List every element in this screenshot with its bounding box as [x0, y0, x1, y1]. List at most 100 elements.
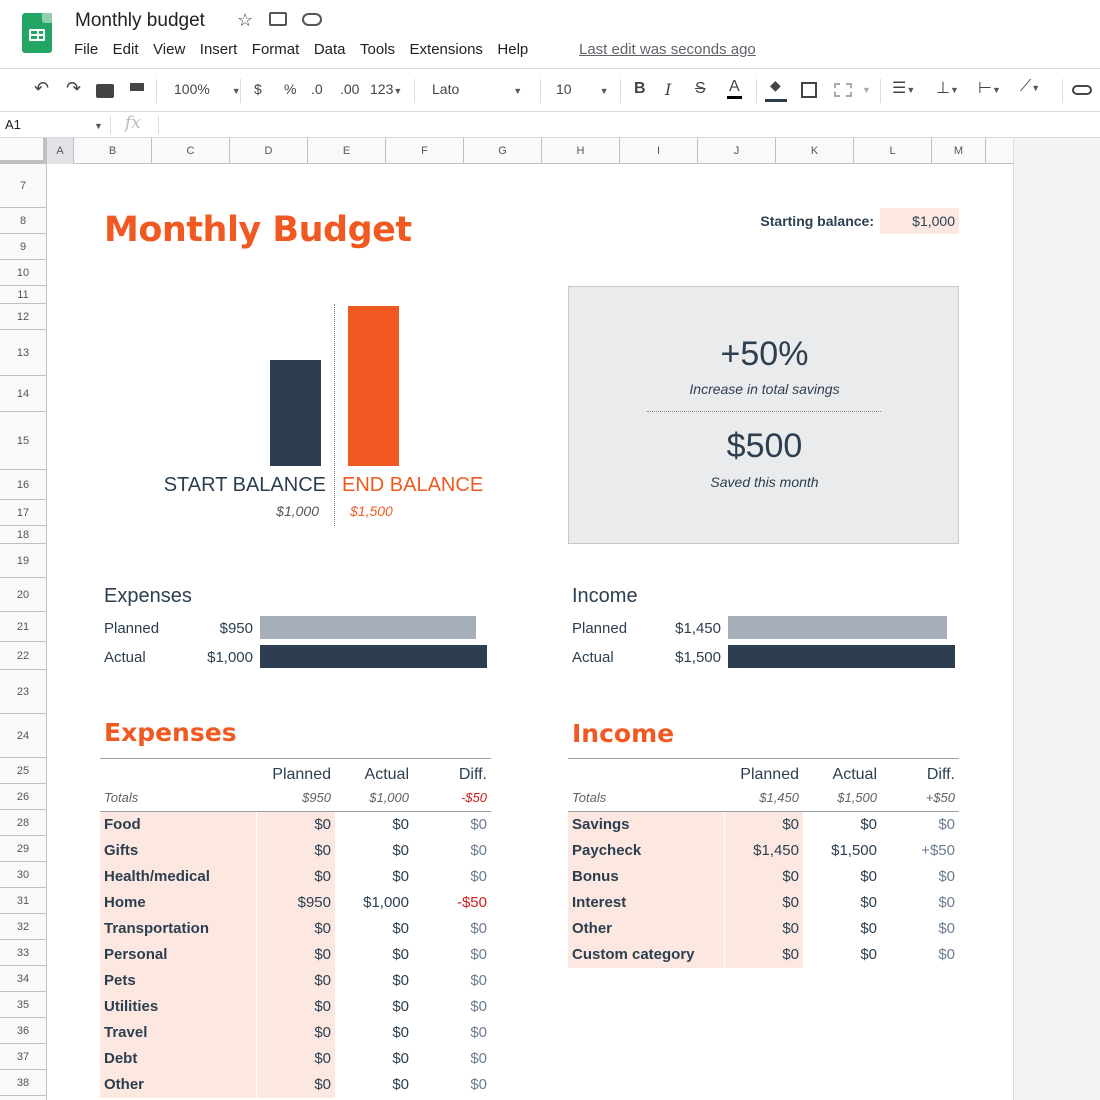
row-header-28[interactable]: 28: [0, 810, 46, 836]
redo-icon[interactable]: ↷: [66, 78, 82, 98]
income-category-cell[interactable]: Interest: [568, 890, 725, 916]
merge-cells-icon[interactable]: [834, 83, 852, 97]
expense-category-cell[interactable]: Home: [100, 890, 257, 916]
expense-diff-cell[interactable]: $0: [470, 868, 487, 885]
menu-item-format[interactable]: Format: [251, 41, 300, 58]
expense-category-cell[interactable]: Gifts: [100, 838, 257, 864]
row-header-13[interactable]: 13: [0, 330, 46, 376]
row-header-9[interactable]: 9: [0, 234, 46, 260]
expense-category-cell[interactable]: Debt: [100, 1046, 257, 1072]
column-header-g[interactable]: G: [464, 138, 542, 164]
income-diff-cell[interactable]: $0: [938, 946, 955, 963]
row-header-11[interactable]: 11: [0, 286, 46, 304]
income-diff-cell[interactable]: $0: [938, 920, 955, 937]
income-category-cell[interactable]: Savings: [568, 812, 725, 838]
row-header-19[interactable]: 19: [0, 544, 46, 578]
row-header-21[interactable]: 21: [0, 612, 46, 642]
row-header-7[interactable]: 7: [0, 164, 46, 208]
column-header-c[interactable]: C: [152, 138, 230, 164]
row-header-17[interactable]: 17: [0, 500, 46, 526]
row-header-20[interactable]: 20: [0, 578, 46, 612]
row-header-16[interactable]: 16: [0, 470, 46, 500]
column-header-j[interactable]: J: [698, 138, 776, 164]
column-header-i[interactable]: I: [620, 138, 698, 164]
row-header-12[interactable]: 12: [0, 304, 46, 330]
expense-diff-cell[interactable]: $0: [470, 972, 487, 989]
income-planned-cell[interactable]: $0: [725, 890, 803, 916]
expense-planned-cell[interactable]: $950: [257, 890, 335, 916]
strikethrough-button[interactable]: S: [695, 80, 706, 97]
last-edit-link[interactable]: Last edit was seconds ago: [579, 41, 756, 58]
income-actual-cell[interactable]: $0: [860, 946, 877, 963]
column-header-k[interactable]: K: [776, 138, 854, 164]
income-planned-cell[interactable]: $0: [725, 916, 803, 942]
expense-planned-cell[interactable]: $0: [257, 864, 335, 890]
column-header-e[interactable]: E: [308, 138, 386, 164]
income-category-cell[interactable]: Other: [568, 916, 725, 942]
expense-diff-cell[interactable]: $0: [470, 842, 487, 859]
font-select[interactable]: Lato ▼: [432, 81, 522, 97]
income-diff-cell[interactable]: $0: [938, 894, 955, 911]
text-color-button[interactable]: A: [727, 78, 742, 99]
row-header-15[interactable]: 15: [0, 412, 46, 470]
row-header-24[interactable]: 24: [0, 714, 46, 758]
expense-diff-cell[interactable]: $0: [470, 1024, 487, 1041]
cloud-status-icon[interactable]: [302, 13, 322, 26]
expense-actual-cell[interactable]: $0: [392, 1076, 409, 1093]
expense-category-cell[interactable]: Other: [100, 1072, 257, 1098]
text-wrap-icon[interactable]: ⊢▼: [978, 80, 1001, 97]
income-planned-cell[interactable]: $0: [725, 864, 803, 890]
income-category-cell[interactable]: Paycheck: [568, 838, 725, 864]
menu-item-help[interactable]: Help: [497, 41, 529, 58]
income-actual-cell[interactable]: $0: [860, 816, 877, 833]
income-category-cell[interactable]: Bonus: [568, 864, 725, 890]
column-header-d[interactable]: D: [230, 138, 308, 164]
row-header-22[interactable]: 22: [0, 642, 46, 670]
more-formats-button[interactable]: 123▼: [370, 81, 402, 97]
expense-planned-cell[interactable]: $0: [257, 968, 335, 994]
expense-diff-cell[interactable]: $0: [470, 816, 487, 833]
row-header-32[interactable]: 32: [0, 914, 46, 940]
expense-actual-cell[interactable]: $0: [392, 972, 409, 989]
income-actual-cell[interactable]: $0: [860, 894, 877, 911]
expense-actual-cell[interactable]: $0: [392, 998, 409, 1015]
expense-planned-cell[interactable]: $0: [257, 942, 335, 968]
expense-actual-cell[interactable]: $0: [392, 816, 409, 833]
row-header-25[interactable]: 25: [0, 758, 46, 784]
sheets-logo-icon[interactable]: [22, 13, 52, 53]
decrease-decimal-button[interactable]: .0: [311, 81, 323, 97]
expense-planned-cell[interactable]: $0: [257, 1046, 335, 1072]
expense-diff-cell[interactable]: $0: [470, 946, 487, 963]
income-planned-cell[interactable]: $0: [725, 812, 803, 838]
income-actual-cell[interactable]: $0: [860, 868, 877, 885]
bold-button[interactable]: B: [634, 80, 646, 97]
row-header-8[interactable]: 8: [0, 208, 46, 234]
expense-diff-cell[interactable]: $0: [470, 1076, 487, 1093]
income-planned-cell[interactable]: $1,450: [725, 838, 803, 864]
expense-diff-cell[interactable]: $0: [470, 998, 487, 1015]
row-header-14[interactable]: 14: [0, 376, 46, 412]
income-diff-cell[interactable]: $0: [938, 868, 955, 885]
expense-diff-cell[interactable]: $0: [470, 1050, 487, 1067]
text-rotate-icon[interactable]: ⟋▼: [1020, 78, 1041, 95]
menu-item-extensions[interactable]: Extensions: [409, 41, 483, 58]
expense-actual-cell[interactable]: $0: [392, 1050, 409, 1067]
column-header-a[interactable]: A: [47, 138, 74, 164]
expense-category-cell[interactable]: Health/medical: [100, 864, 257, 890]
menu-item-edit[interactable]: Edit: [112, 41, 139, 58]
row-header-29[interactable]: 29: [0, 836, 46, 862]
expense-planned-cell[interactable]: $0: [257, 812, 335, 838]
vertical-align-icon[interactable]: ⊥▼: [936, 80, 959, 97]
menu-item-insert[interactable]: Insert: [199, 41, 238, 58]
row-header-30[interactable]: 30: [0, 862, 46, 888]
percent-button[interactable]: %: [284, 81, 297, 97]
expense-actual-cell[interactable]: $0: [392, 842, 409, 859]
row-header-18[interactable]: 18: [0, 526, 46, 544]
income-actual-cell[interactable]: $0: [860, 920, 877, 937]
column-header-f[interactable]: F: [386, 138, 464, 164]
income-category-cell[interactable]: Custom category: [568, 942, 725, 968]
expense-planned-cell[interactable]: $0: [257, 1072, 335, 1098]
expense-planned-cell[interactable]: $0: [257, 1020, 335, 1046]
column-header-b[interactable]: B: [74, 138, 152, 164]
income-diff-cell[interactable]: +$50: [921, 842, 955, 859]
